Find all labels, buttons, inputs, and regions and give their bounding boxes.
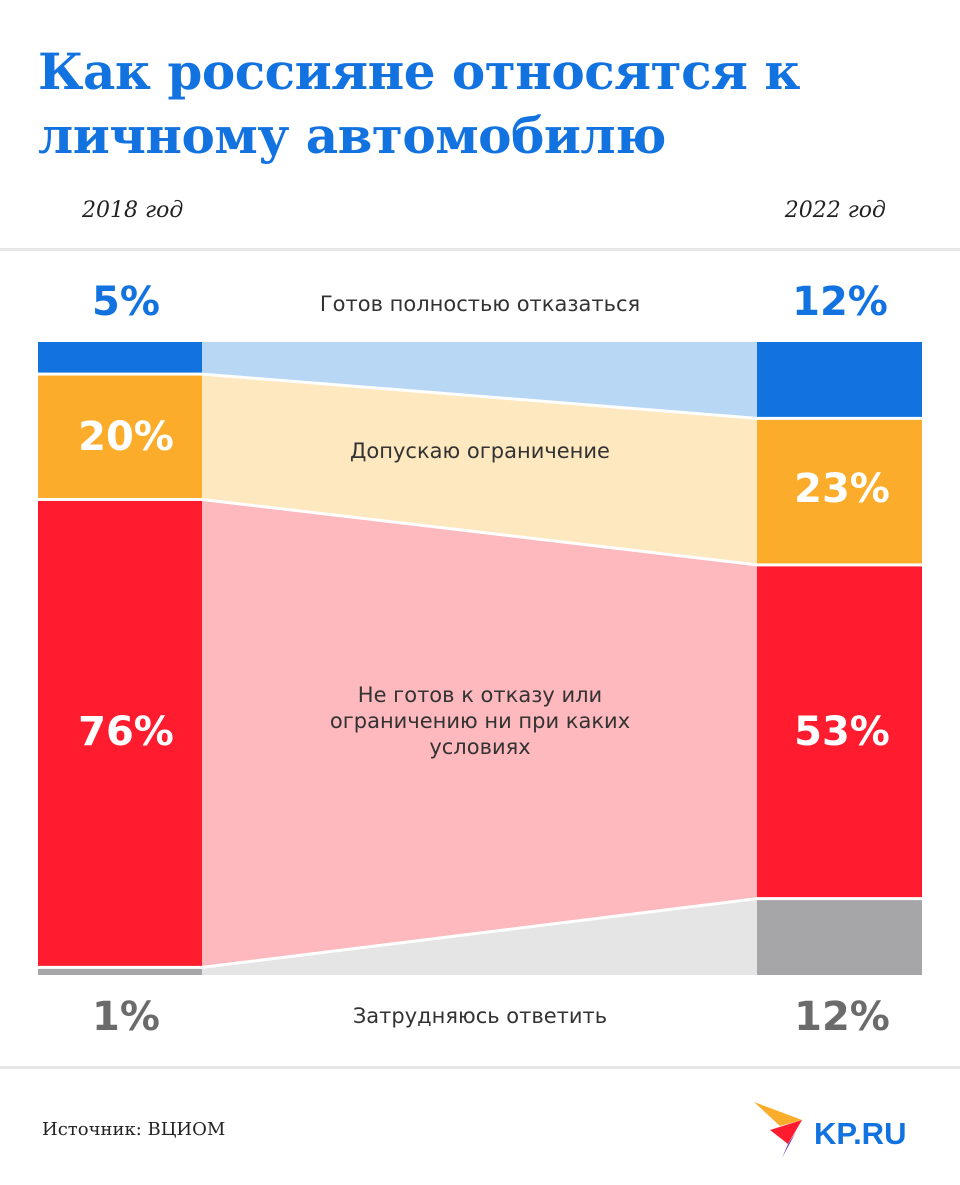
- bar-segment-2018-refuse: [38, 342, 202, 373]
- logo-wing-icon: [782, 1132, 796, 1158]
- bar-segment-2018-not-ready: [38, 500, 202, 966]
- chart-title: Как россияне относятся к личному автомоб…: [38, 42, 800, 165]
- value-label-2018-refuse: 5%: [92, 279, 160, 325]
- value-label-2022-restrict: 23%: [794, 466, 890, 512]
- year-label-2022: 2022 год: [784, 198, 886, 223]
- value-label-2022-not-ready: 53%: [794, 709, 890, 755]
- category-label-restrict: Допускаю ограничение: [350, 439, 610, 463]
- category-label-unsure: Затрудняюсь ответить: [352, 1004, 608, 1028]
- flow-band-not-ready: [202, 500, 757, 966]
- flow-band-unsure: [202, 900, 757, 975]
- value-label-2018-not-ready: 76%: [78, 709, 174, 755]
- flow-band-refuse: [202, 342, 757, 417]
- value-label-2022-refuse: 12%: [792, 279, 888, 325]
- logo-wing-icon: [770, 1120, 802, 1144]
- value-label-2018-restrict: 20%: [78, 414, 174, 460]
- bar-segment-2018-restrict: [38, 375, 202, 498]
- source-note: Источник: ВЦИОМ: [42, 1119, 226, 1140]
- bottom-divider: [0, 1066, 960, 1069]
- bar-segment-2022-refuse: [757, 342, 922, 417]
- kp-logo: KP.RU: [754, 1102, 906, 1158]
- value-label-2018-unsure: 1%: [92, 994, 160, 1040]
- category-label-not-ready: Не готов к отказу или ограничению ни при…: [329, 683, 631, 759]
- flow-band-restrict: [202, 375, 757, 564]
- bar-segment-2022-restrict: [757, 419, 922, 564]
- bar-segment-2018-unsure: [38, 968, 202, 975]
- bar-segment-2022-unsure: [757, 900, 922, 975]
- category-label-refuse: Готов полностью отказаться: [319, 292, 641, 316]
- logo-wing-icon: [796, 1104, 810, 1132]
- logo-text: KP.RU: [814, 1116, 906, 1151]
- year-label-2018: 2018 год: [82, 198, 184, 223]
- bar-segment-2022-not-ready: [757, 566, 922, 898]
- logo-wing-icon: [754, 1102, 802, 1126]
- top-divider: [0, 248, 960, 251]
- value-label-2022-unsure: 12%: [794, 994, 890, 1040]
